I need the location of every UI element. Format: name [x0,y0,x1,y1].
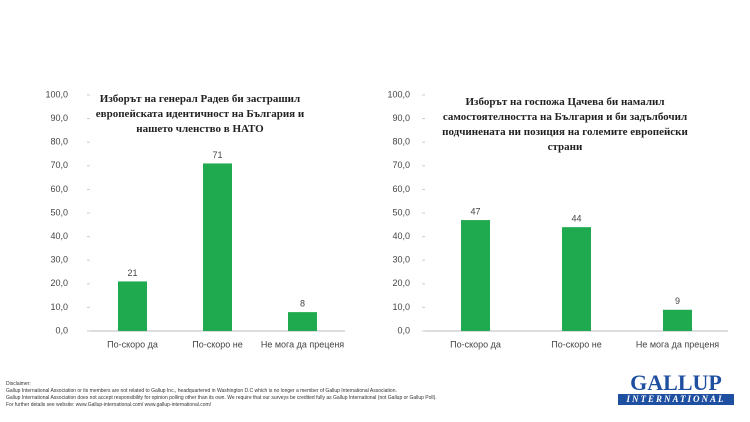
y-tick-label: 100,0 [45,89,68,99]
x-tick-label: Не мога да преценя [261,339,344,349]
y-tick-label: 70,0 [392,160,410,170]
y-tick-label: 0,0 [55,325,68,335]
disclaimer: Disclaimer: Gallup International Associat… [6,381,437,409]
x-tick-label: По-скоро да [107,339,158,349]
disclaimer-line: Disclaimer: [6,381,31,387]
y-tick-label: 60,0 [50,184,68,194]
disclaimer-line: Gallup International Association does no… [6,395,437,401]
data-label: 47 [470,206,480,216]
y-tick-label: 40,0 [392,231,410,241]
y-tick-label: 30,0 [392,255,410,265]
data-label: 8 [300,298,305,308]
x-tick-label: Не мога да преценя [636,339,719,349]
logo: GALLUP INTERNATIONAL [618,372,734,405]
y-tick-label: 50,0 [50,207,68,217]
bar [663,309,692,331]
data-label: 71 [212,150,222,160]
disclaimer-line: Gallup International Association or its … [6,388,397,394]
data-label: 9 [675,296,680,306]
chart-title: Изборът на госпожа Цачева би намалил сам… [442,96,688,153]
y-tick-label: 20,0 [392,278,410,288]
y-tick-label: 10,0 [392,302,410,312]
x-tick-label: По-скоро не [192,339,243,349]
disclaimer-line: For further details see website: www.Gal… [6,402,212,408]
y-tick-label: 100,0 [387,89,410,99]
y-tick-label: 10,0 [50,302,68,312]
data-label: 21 [127,268,137,278]
y-tick-label: 60,0 [392,184,410,194]
y-tick-label: 30,0 [50,255,68,265]
y-tick-label: 20,0 [50,278,68,288]
bar [562,227,591,331]
y-tick-label: 80,0 [392,137,410,147]
y-tick-label: 50,0 [392,207,410,217]
chart-title: Изборът на генерал Радев би застрашил ев… [95,93,305,135]
logo-sub: INTERNATIONAL [618,394,734,405]
y-tick-label: 0,0 [397,325,410,335]
y-tick-label: 40,0 [50,231,68,241]
bar [203,163,232,331]
bar [288,312,317,331]
x-tick-label: По-скоро да [450,339,501,349]
y-tick-label: 80,0 [50,137,68,147]
logo-main: GALLUP [630,370,722,395]
bar [118,281,147,331]
bar [461,220,490,331]
y-tick-label: 90,0 [392,113,410,123]
data-label: 44 [571,214,581,224]
x-tick-label: По-скоро не [551,339,602,349]
y-tick-label: 90,0 [50,113,68,123]
y-tick-label: 70,0 [50,160,68,170]
